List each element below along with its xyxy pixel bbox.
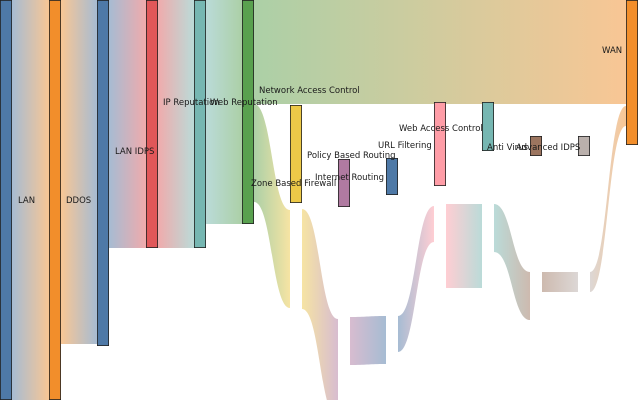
node-ip-reputation[interactable] (145, 0, 158, 248)
node-label-ip-reputation: IP Reputation (163, 98, 220, 108)
link-lan-idps-to-ip-reputation (109, 0, 146, 248)
node-label-zone-based-firewall: Zone Based Firewall (251, 179, 336, 189)
node-label-lan: LAN (18, 196, 35, 206)
node-zone-based-firewall[interactable] (289, 105, 302, 203)
node-lan-idps[interactable] (97, 0, 110, 347)
node-label-ddos: DDOS (66, 196, 91, 206)
node-web-reputation[interactable] (193, 0, 206, 248)
node-label-anti-virus: Anti Virus (487, 143, 528, 153)
node-label-policy-based-routing: Policy Based Routing (307, 151, 396, 161)
link-web-reputation-to-network-access-control (206, 0, 242, 224)
link-network-access-control-to-zone-based-firewall (254, 104, 290, 308)
link-internet-routing-to-url-filtering (398, 206, 434, 352)
node-label-web-access-control: Web Access Control (399, 124, 483, 134)
node-lan[interactable] (0, 0, 12, 400)
link-ip-reputation-to-web-reputation (158, 0, 194, 248)
link-anti-virus-to-advanced-idps (542, 272, 578, 292)
node-label-internet-routing: Internet Routing (315, 173, 384, 183)
link-advanced-idps-to-wan (590, 106, 626, 292)
node-wan[interactable] (626, 0, 639, 145)
link-ddos-to-lan-idps (61, 0, 97, 344)
node-url-filtering[interactable] (433, 102, 446, 186)
node-label-url-filtering: URL Filtering (378, 141, 432, 151)
link-lan-to-ddos (12, 0, 49, 400)
link-policy-based-routing-to-internet-routing (350, 316, 386, 365)
sankey-links (12, 0, 626, 400)
node-label-wan: WAN (602, 46, 622, 56)
node-label-network-access-control: Network Access Control (259, 86, 360, 96)
node-label-web-reputation: Web Reputation (210, 98, 278, 108)
node-internet-routing[interactable] (385, 157, 398, 195)
link-url-filtering-to-web-access-control (446, 204, 482, 288)
node-network-access-control[interactable] (241, 0, 254, 224)
node-advanced-idps[interactable] (578, 135, 591, 156)
node-policy-based-routing[interactable] (337, 158, 350, 207)
node-web-access-control[interactable] (481, 102, 494, 152)
node-ddos[interactable] (49, 0, 62, 400)
node-label-advanced-idps: Advanced IDPS (516, 143, 580, 153)
link-web-access-control-to-anti-virus (494, 204, 530, 320)
link-network-access-control-to-wan (254, 0, 626, 104)
link-zone-based-firewall-to-policy-based-routing (302, 209, 338, 400)
node-label-lan-idps: LAN IDPS (115, 147, 154, 157)
node-anti-virus[interactable] (530, 135, 543, 156)
